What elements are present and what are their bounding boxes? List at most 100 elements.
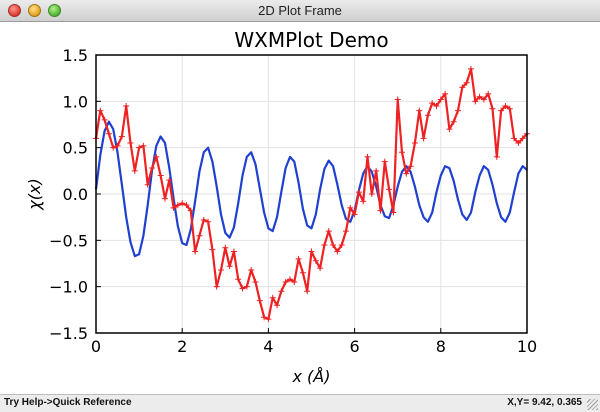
data-point-marker [364, 153, 371, 160]
data-point-marker [429, 100, 436, 107]
data-point-marker [351, 211, 358, 218]
data-point-marker [105, 130, 112, 137]
data-point-marker [239, 285, 246, 292]
data-point-marker [209, 246, 216, 253]
data-point-marker [403, 170, 410, 177]
data-point-marker [515, 140, 522, 147]
data-point-marker [144, 181, 151, 188]
x-tick-label: 6 [350, 337, 360, 356]
data-point-marker [192, 248, 199, 255]
zoom-window-button[interactable] [48, 4, 61, 17]
data-point-marker [291, 279, 298, 286]
plot-area[interactable]: 0 2 4 6 8 10 −1.5 −1.0 −0.5 0.0 0.5 1.0 1.5 WXMPlot … [0, 22, 600, 394]
status-help-text: Try Help->Quick Reference [4, 397, 132, 408]
data-point-marker [217, 266, 224, 273]
data-point-marker [485, 90, 492, 97]
data-point-marker [463, 79, 470, 86]
axis-ticks: 0 2 4 6 8 10 −1.5 −1.0 −0.5 0.0 0.5 1.0 1.5 [49, 46, 537, 356]
data-point-marker [420, 135, 427, 142]
data-point-marker [226, 263, 233, 270]
data-point-marker [390, 209, 397, 216]
minimize-window-button[interactable] [28, 4, 41, 17]
data-point-marker [304, 288, 311, 295]
resize-grip-icon[interactable] [587, 399, 598, 410]
x-tick-label: 8 [436, 337, 446, 356]
data-point-marker [308, 248, 315, 255]
data-point-marker [222, 244, 229, 251]
data-point-marker [166, 177, 173, 184]
coords-label: X,Y= [507, 397, 530, 408]
data-point-marker [334, 248, 341, 255]
data-point-marker [472, 98, 479, 105]
data-point-marker [299, 269, 306, 276]
close-window-button[interactable] [8, 4, 21, 17]
data-point-marker [381, 158, 388, 165]
x-tick-label: 4 [263, 337, 273, 356]
data-point-marker [493, 153, 500, 160]
data-point-marker [312, 257, 319, 264]
x-tick-label: 10 [517, 337, 537, 356]
data-point-marker [338, 241, 345, 248]
data-point-marker [282, 279, 289, 286]
data-point-marker [286, 276, 293, 283]
x-tick-label: 2 [177, 337, 187, 356]
y-tick-label: 0.0 [63, 185, 88, 204]
y-tick-label: −1.5 [49, 324, 88, 343]
status-coordinates: X,Y= 9.42, 0.365 [507, 397, 582, 408]
data-point-marker [455, 107, 462, 114]
y-tick-label: 0.5 [63, 139, 88, 158]
data-point-marker [424, 112, 431, 119]
data-point-marker [261, 314, 268, 321]
data-point-marker [368, 191, 375, 197]
data-point-marker [213, 283, 220, 290]
data-point-marker [149, 165, 156, 172]
data-point-marker [265, 316, 272, 323]
data-point-marker [174, 202, 181, 209]
data-point-marker [330, 241, 337, 248]
data-point-marker [416, 107, 423, 114]
data-point-marker [411, 140, 418, 147]
data-point-marker [187, 207, 194, 214]
data-point-marker [437, 96, 444, 103]
data-point-marker [360, 198, 367, 205]
data-point-marker [386, 186, 393, 193]
data-point-marker [101, 116, 108, 123]
title-bar[interactable]: 2D Plot Frame [0, 0, 600, 22]
window-title: 2D Plot Frame [258, 3, 342, 18]
data-point-marker [480, 96, 487, 103]
x-axis-label: x (Å) [292, 367, 331, 386]
data-point-marker [157, 172, 164, 179]
data-point-marker [200, 216, 207, 223]
data-point-marker [248, 266, 255, 273]
data-point-marker [450, 118, 457, 125]
data-point-marker [394, 96, 401, 103]
data-point-marker [317, 265, 324, 272]
data-point-marker [459, 84, 466, 91]
data-point-marker [127, 140, 134, 147]
data-point-marker [519, 135, 526, 142]
data-point-marker [295, 255, 302, 262]
data-point-marker [274, 302, 281, 309]
data-point-marker [502, 102, 509, 109]
data-point-marker [131, 167, 138, 174]
x-tick-label: 0 [91, 337, 101, 356]
data-point-marker [467, 65, 474, 72]
data-point-marker [136, 144, 143, 151]
data-point-marker [498, 107, 505, 114]
data-point-marker [161, 195, 168, 202]
data-point-marker [235, 276, 242, 283]
data-point-marker [489, 105, 496, 112]
series-1 [94, 120, 528, 258]
data-point-marker [355, 189, 362, 196]
data-point-marker [243, 283, 250, 290]
data-point-marker [252, 279, 259, 286]
data-point-marker [140, 142, 147, 149]
data-point-marker [256, 297, 263, 304]
coords-value: 9.42, 0.365 [531, 397, 582, 408]
data-point-marker [170, 204, 177, 211]
data-point-marker [446, 126, 453, 133]
data-point-marker [205, 218, 212, 225]
line-chart[interactable]: 0 2 4 6 8 10 −1.5 −1.0 −0.5 0.0 0.5 1.0 1.5 WXMPlot … [0, 22, 600, 394]
data-point-marker [230, 248, 237, 255]
y-axis-label: χ(x) [25, 178, 44, 210]
